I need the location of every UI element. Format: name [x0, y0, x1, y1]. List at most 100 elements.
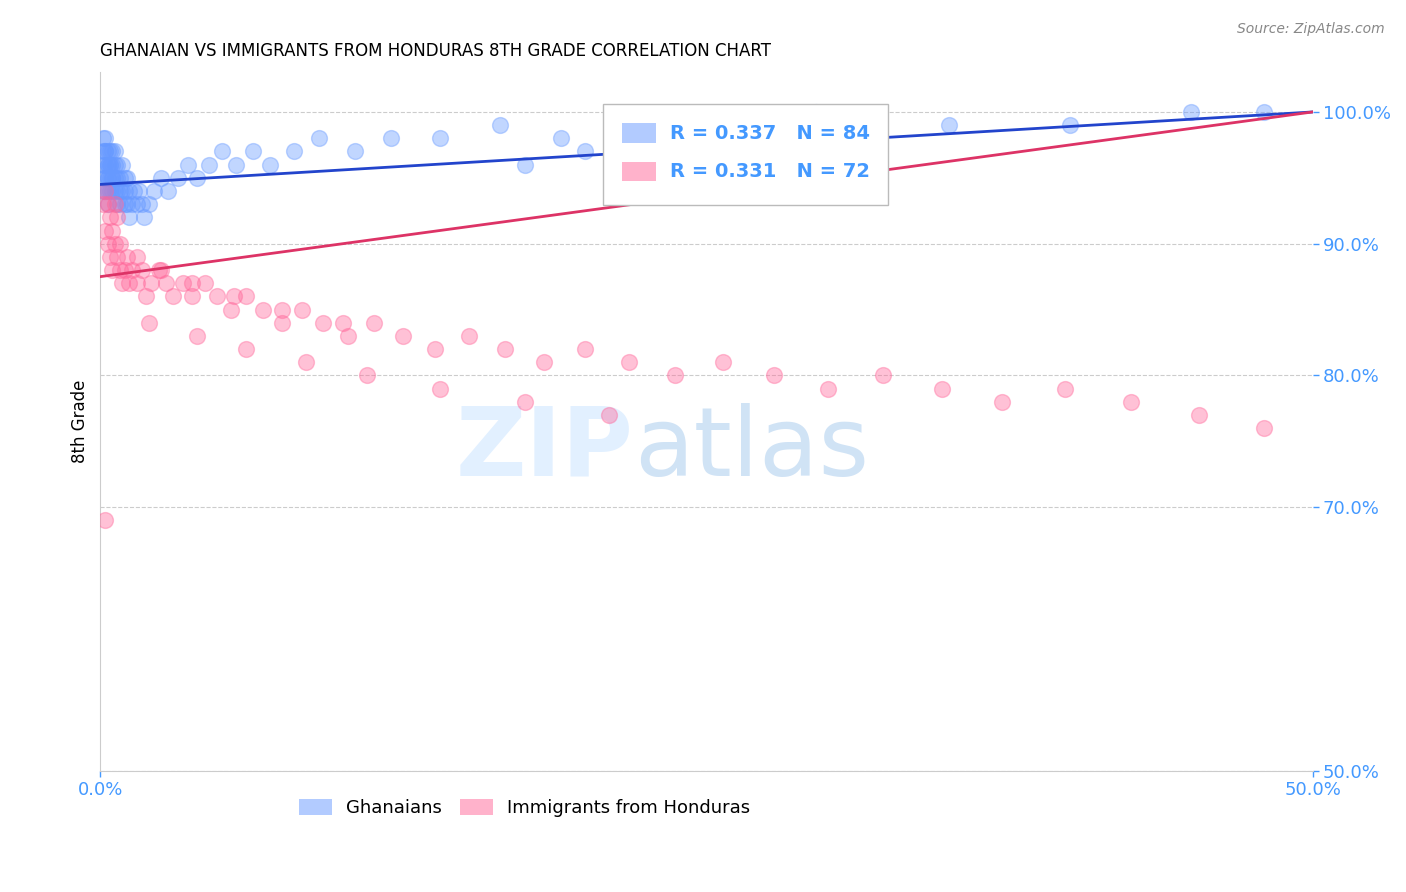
Point — [1180, 105, 1202, 120]
Point — [104, 197, 127, 211]
Point — [332, 316, 354, 330]
Point — [149, 263, 172, 277]
Y-axis label: 8th Grade: 8th Grade — [72, 380, 89, 463]
Point — [172, 277, 194, 291]
Point — [186, 329, 208, 343]
Point — [295, 355, 318, 369]
Point — [283, 145, 305, 159]
Point — [97, 184, 120, 198]
Text: GHANAIAN VS IMMIGRANTS FROM HONDURAS 8TH GRADE CORRELATION CHART: GHANAIAN VS IMMIGRANTS FROM HONDURAS 8TH… — [100, 42, 772, 60]
Point — [138, 197, 160, 211]
Point — [235, 289, 257, 303]
Point — [104, 158, 127, 172]
Point — [91, 197, 114, 211]
Point — [356, 368, 378, 383]
Point — [97, 170, 120, 185]
Point — [363, 316, 385, 330]
Point — [1253, 105, 1275, 120]
Point — [101, 263, 124, 277]
Point — [763, 368, 786, 383]
Point — [617, 355, 640, 369]
Point — [125, 250, 148, 264]
Point — [186, 170, 208, 185]
Point — [155, 277, 177, 291]
Point — [598, 408, 620, 422]
Point — [664, 368, 686, 383]
Point — [1059, 118, 1081, 132]
Point — [97, 197, 120, 211]
Point — [198, 158, 221, 172]
Point — [114, 170, 136, 185]
Point — [550, 131, 572, 145]
Point — [181, 277, 204, 291]
Point — [94, 223, 117, 237]
Text: Source: ZipAtlas.com: Source: ZipAtlas.com — [1237, 22, 1385, 37]
Point — [149, 170, 172, 185]
Point — [97, 197, 120, 211]
Point — [132, 211, 155, 225]
Point — [1119, 394, 1142, 409]
Point — [1188, 408, 1211, 422]
Point — [108, 170, 131, 185]
Point — [108, 197, 131, 211]
Point — [104, 184, 127, 198]
Point — [494, 342, 516, 356]
Point — [98, 170, 121, 185]
Point — [931, 382, 953, 396]
Point — [101, 170, 124, 185]
Point — [489, 118, 512, 132]
Point — [429, 131, 451, 145]
Point — [533, 355, 555, 369]
Point — [720, 131, 742, 145]
Point — [991, 394, 1014, 409]
Point — [114, 184, 136, 198]
Point — [111, 277, 134, 291]
Text: R = 0.337   N = 84: R = 0.337 N = 84 — [671, 124, 870, 143]
Point — [423, 342, 446, 356]
Point — [938, 118, 960, 132]
Point — [97, 158, 120, 172]
Point — [392, 329, 415, 343]
Point — [118, 184, 141, 198]
Point — [105, 158, 128, 172]
Point — [101, 158, 124, 172]
Point — [125, 197, 148, 211]
Point — [97, 145, 120, 159]
Point — [259, 158, 281, 172]
Point — [91, 170, 114, 185]
Point — [105, 250, 128, 264]
Point — [97, 236, 120, 251]
FancyBboxPatch shape — [603, 103, 889, 205]
Point — [138, 316, 160, 330]
Point — [108, 263, 131, 277]
Text: R = 0.331   N = 72: R = 0.331 N = 72 — [671, 162, 870, 181]
Point — [157, 184, 180, 198]
Point — [94, 184, 117, 198]
Point — [235, 342, 257, 356]
Point — [290, 302, 312, 317]
Point — [271, 316, 294, 330]
Point — [94, 184, 117, 198]
Point — [118, 277, 141, 291]
Point — [118, 211, 141, 225]
Point — [817, 382, 839, 396]
Point — [104, 170, 127, 185]
Point — [125, 277, 148, 291]
Point — [457, 329, 479, 343]
Point — [121, 263, 143, 277]
Point — [98, 158, 121, 172]
Point — [98, 158, 121, 172]
FancyBboxPatch shape — [621, 161, 655, 181]
Point — [713, 355, 735, 369]
Point — [194, 277, 217, 291]
Point — [271, 302, 294, 317]
Point — [105, 170, 128, 185]
Point — [94, 145, 117, 159]
Point — [101, 170, 124, 185]
Point — [181, 289, 204, 303]
Point — [148, 263, 170, 277]
Point — [104, 236, 127, 251]
Point — [91, 184, 114, 198]
Point — [574, 342, 596, 356]
Point — [141, 277, 163, 291]
